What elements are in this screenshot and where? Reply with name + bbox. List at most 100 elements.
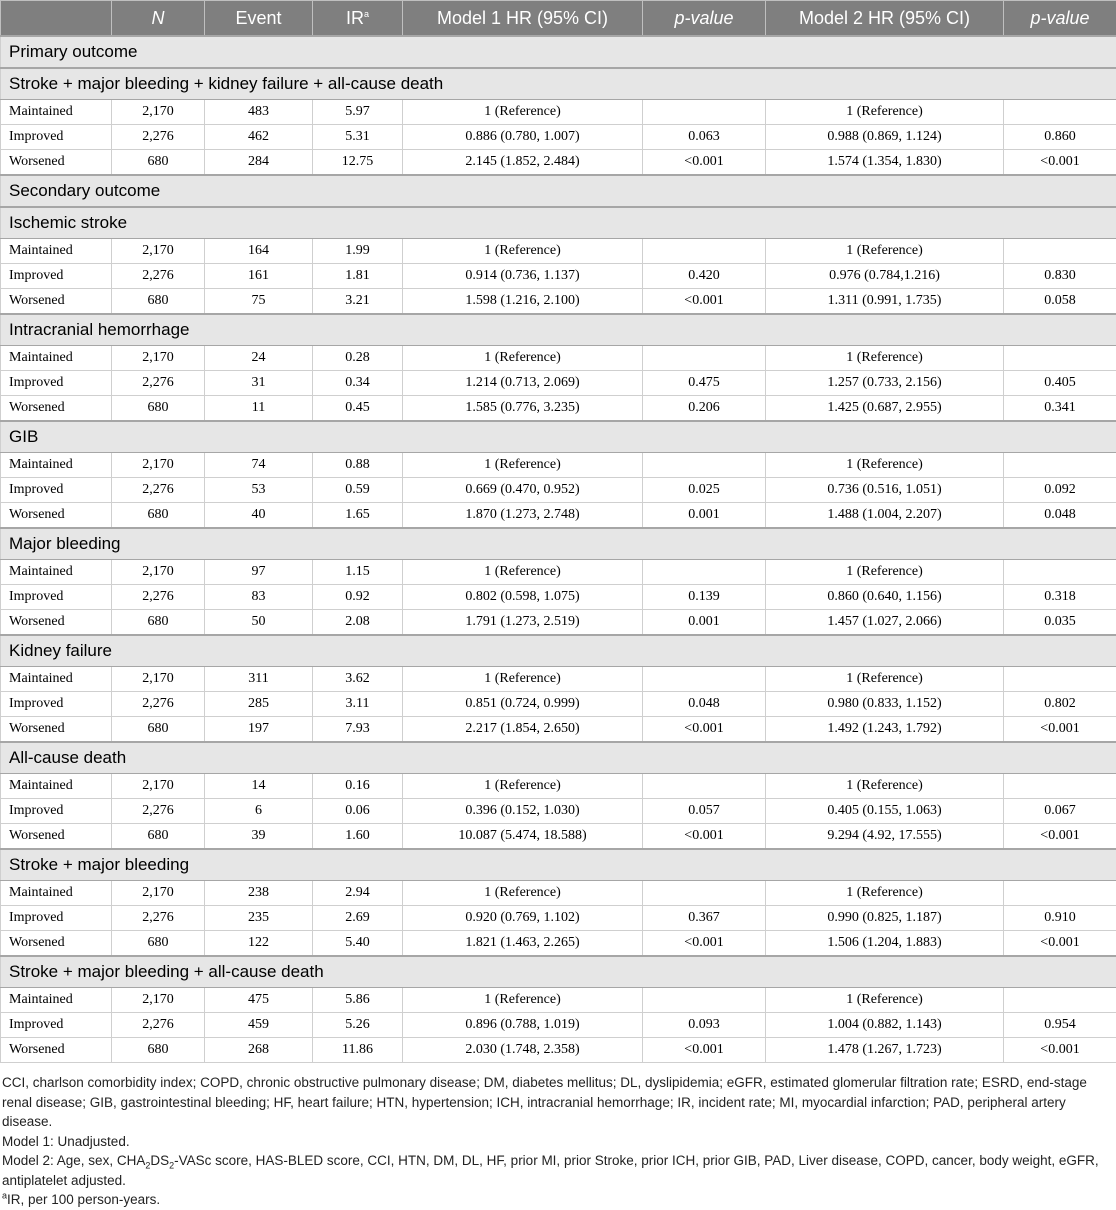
cell-event: 462 (205, 125, 313, 150)
cell-p1: 0.048 (643, 692, 766, 717)
cell-label: Improved (1, 906, 112, 931)
cell-m1: 0.886 (0.780, 1.007) (403, 125, 643, 150)
cell-label: Improved (1, 692, 112, 717)
outcome-title: Intracranial hemorrhage (1, 314, 1116, 346)
cell-m1: 1 (Reference) (403, 100, 643, 125)
cell-n: 2,170 (112, 560, 205, 585)
cell-p2 (1004, 453, 1116, 478)
header-p2: p-value (1004, 1, 1116, 37)
outcome-title: Stroke + major bleeding + kidney failure… (1, 68, 1116, 100)
cell-p2: 0.048 (1004, 503, 1116, 529)
outcome-title: GIB (1, 421, 1116, 453)
cell-p2: 0.318 (1004, 585, 1116, 610)
cell-event: 235 (205, 906, 313, 931)
cell-m1: 0.920 (0.769, 1.102) (403, 906, 643, 931)
cell-p2: 0.405 (1004, 371, 1116, 396)
outcome-title: Kidney failure (1, 635, 1116, 667)
cell-label: Maintained (1, 239, 112, 264)
cell-p1 (643, 453, 766, 478)
cell-n: 680 (112, 824, 205, 850)
footnote-ir-text: IR, per 100 person-years. (7, 1192, 160, 1207)
cell-n: 680 (112, 931, 205, 957)
cell-p2: 0.954 (1004, 1013, 1116, 1038)
cell-ir: 2.94 (313, 881, 403, 906)
cell-p1: 0.475 (643, 371, 766, 396)
cell-ir: 11.86 (313, 1038, 403, 1063)
cell-p2 (1004, 988, 1116, 1013)
cell-m1: 1 (Reference) (403, 774, 643, 799)
cell-ir: 1.15 (313, 560, 403, 585)
cell-m1: 1 (Reference) (403, 988, 643, 1013)
cell-label: Worsened (1, 931, 112, 957)
cell-ir: 0.45 (313, 396, 403, 422)
cell-ir: 1.65 (313, 503, 403, 529)
header-n: N (112, 1, 205, 37)
cell-p1: <0.001 (643, 1038, 766, 1063)
cell-n: 2,276 (112, 371, 205, 396)
cell-ir: 0.28 (313, 346, 403, 371)
header-model2: Model 2 HR (95% CI) (766, 1, 1004, 37)
cell-event: 83 (205, 585, 313, 610)
cell-label: Worsened (1, 1038, 112, 1063)
cell-ir: 2.08 (313, 610, 403, 636)
cell-label: Maintained (1, 988, 112, 1013)
cell-ir: 5.97 (313, 100, 403, 125)
outcome-header-row: Stroke + major bleeding (1, 849, 1116, 881)
cell-event: 53 (205, 478, 313, 503)
cell-p2 (1004, 881, 1116, 906)
cell-p1 (643, 346, 766, 371)
cell-p2 (1004, 774, 1116, 799)
cell-p1: 0.001 (643, 610, 766, 636)
cell-m2: 1.311 (0.991, 1.735) (766, 289, 1004, 315)
cell-m1: 1.214 (0.713, 2.069) (403, 371, 643, 396)
cell-m1: 1.791 (1.273, 2.519) (403, 610, 643, 636)
outcome-title: Ischemic stroke (1, 207, 1116, 239)
outcome-title: Major bleeding (1, 528, 1116, 560)
cell-p2: <0.001 (1004, 931, 1116, 957)
cell-p1: 0.206 (643, 396, 766, 422)
cell-event: 97 (205, 560, 313, 585)
footnote-abbreviations: CCI, charlson comorbidity index; COPD, c… (2, 1073, 1114, 1132)
outcome-header-row: Stroke + major bleeding + kidney failure… (1, 68, 1116, 100)
cell-m1: 0.896 (0.788, 1.019) (403, 1013, 643, 1038)
cell-p2: <0.001 (1004, 150, 1116, 176)
cell-m1: 10.087 (5.474, 18.588) (403, 824, 643, 850)
cell-label: Improved (1, 125, 112, 150)
cell-label: Worsened (1, 150, 112, 176)
outcome-header-row: Ischemic stroke (1, 207, 1116, 239)
cell-label: Maintained (1, 453, 112, 478)
cell-p2 (1004, 100, 1116, 125)
cell-event: 50 (205, 610, 313, 636)
footnote-model2: Model 2: Age, sex, CHA2DS2-VASc score, H… (2, 1151, 1114, 1190)
cell-m2: 1.574 (1.354, 1.830) (766, 150, 1004, 176)
cell-m1: 1.870 (1.273, 2.748) (403, 503, 643, 529)
cell-label: Maintained (1, 667, 112, 692)
cell-label: Improved (1, 264, 112, 289)
cell-ir: 3.62 (313, 667, 403, 692)
cell-n: 2,276 (112, 585, 205, 610)
cell-ir: 1.60 (313, 824, 403, 850)
cell-ir: 5.31 (313, 125, 403, 150)
cell-event: 475 (205, 988, 313, 1013)
cell-label: Improved (1, 478, 112, 503)
outcome-title: Stroke + major bleeding (1, 849, 1116, 881)
header-ir: IRa (313, 1, 403, 37)
cell-p2: <0.001 (1004, 824, 1116, 850)
cell-label: Improved (1, 799, 112, 824)
cell-event: 74 (205, 453, 313, 478)
cell-event: 197 (205, 717, 313, 743)
cell-m2: 1.457 (1.027, 2.066) (766, 610, 1004, 636)
cell-m2: 1.506 (1.204, 1.883) (766, 931, 1004, 957)
